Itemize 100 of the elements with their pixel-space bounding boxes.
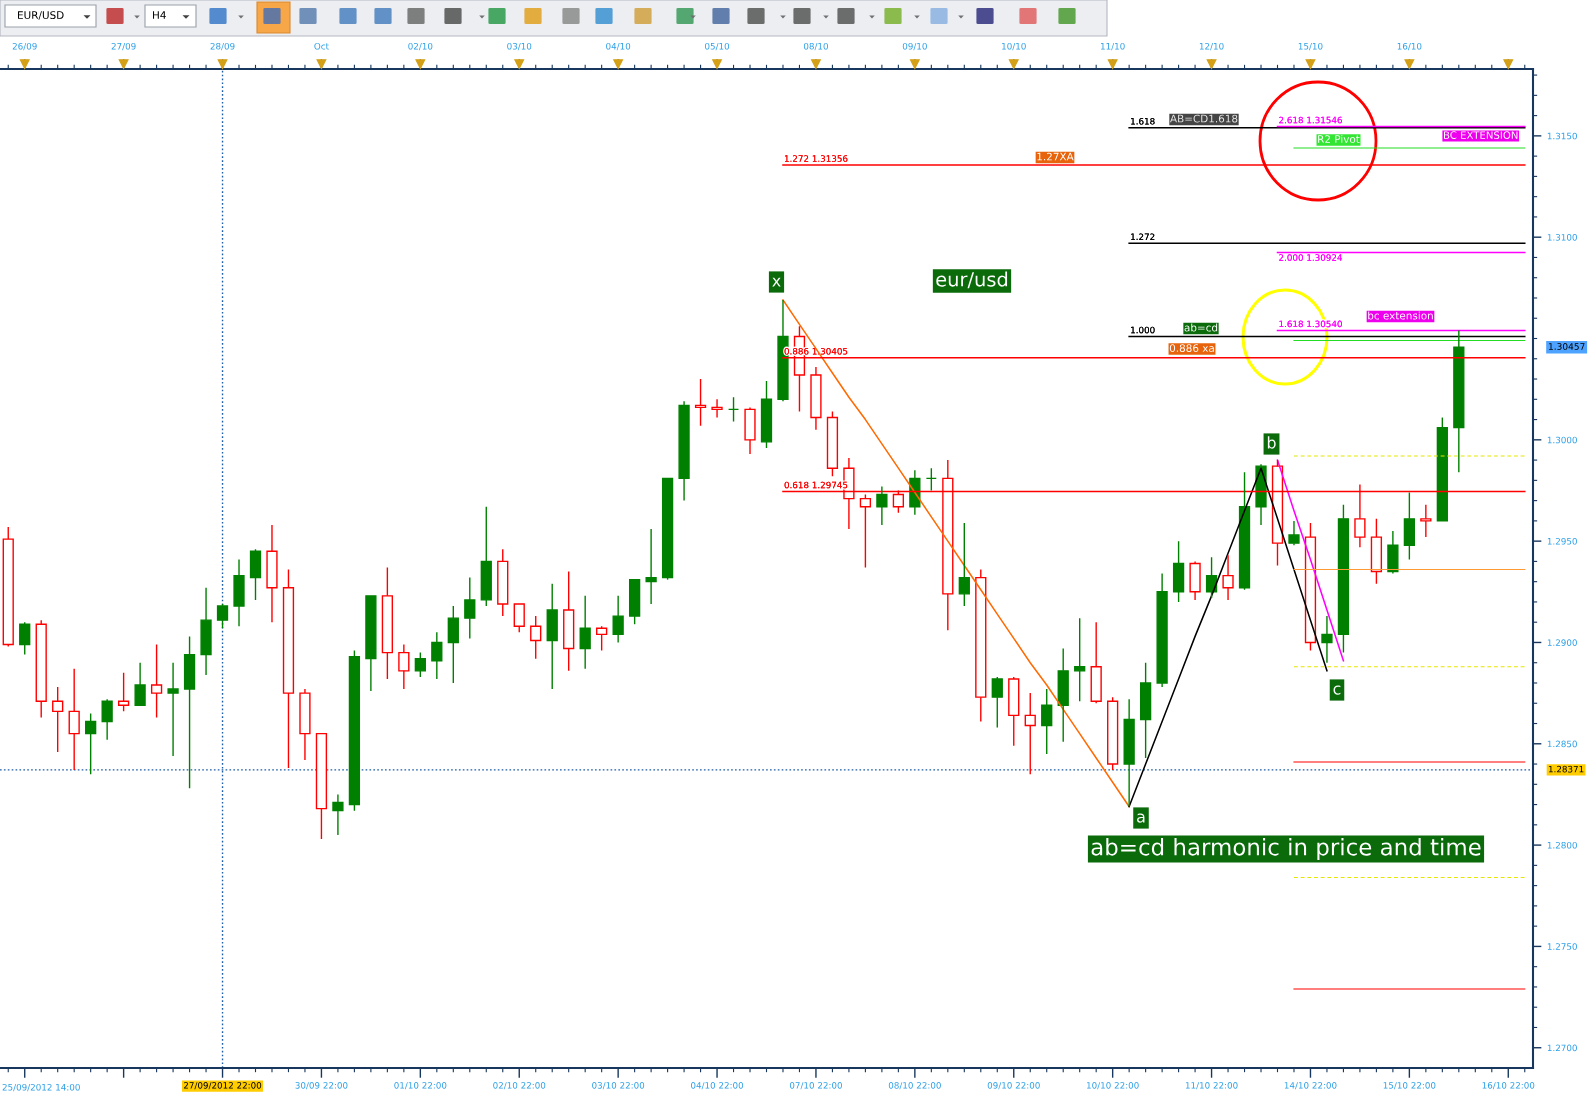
x-tick-label: 16/10 22:00 xyxy=(1482,1082,1535,1090)
candlestick xyxy=(117,672,130,713)
candlestick xyxy=(1074,617,1086,702)
y-tick-label: 1.2950 xyxy=(1547,537,1577,545)
series-label: 2.618 1.31546 xyxy=(1279,116,1342,124)
candlestick xyxy=(52,686,64,753)
x-tick-label: 14/10 22:00 xyxy=(1284,1082,1337,1090)
candlestick xyxy=(233,558,245,627)
candlestick xyxy=(563,570,575,672)
candlestick xyxy=(68,668,80,771)
y-tick-label: 1.2750 xyxy=(1547,943,1577,950)
y-tick-label: 1.2800 xyxy=(1547,841,1577,849)
candlestick xyxy=(1189,560,1201,601)
candlestick xyxy=(1057,647,1069,743)
annotation: 0.886 xa xyxy=(1169,344,1214,353)
candlestick xyxy=(497,548,509,617)
series-label: 1.272 xyxy=(1131,233,1155,240)
text: 28/09 xyxy=(210,42,235,51)
candlestick xyxy=(810,366,822,431)
text: 04/10 xyxy=(606,42,631,51)
annotation: b xyxy=(1267,436,1276,449)
candlestick xyxy=(579,595,591,670)
candlestick xyxy=(546,583,558,690)
candlestick xyxy=(266,524,278,623)
candlestick xyxy=(480,506,492,607)
y-tick-label: 1.3150 xyxy=(1547,132,1577,140)
annotation: ab=cd harmonic in price and time xyxy=(1091,837,1481,861)
candlestick xyxy=(150,643,163,719)
candlestick xyxy=(1008,676,1020,747)
candlestick xyxy=(1403,491,1416,561)
annotation: a xyxy=(1137,813,1145,823)
candlestick xyxy=(530,615,542,660)
candlestick xyxy=(958,522,970,607)
candlestick xyxy=(35,619,47,719)
text: 25/09/2012 14:00 xyxy=(2,1083,80,1092)
annotation: 1.27XA xyxy=(1037,152,1074,161)
x-tick-label: 30/09 22:00 xyxy=(295,1082,348,1090)
candlestick xyxy=(365,595,377,692)
text: 05/10 xyxy=(705,42,730,51)
candlestick xyxy=(200,587,212,676)
text: 09/10 xyxy=(902,42,927,51)
candlestick xyxy=(282,568,295,769)
candlestick xyxy=(1139,662,1152,759)
candlestick xyxy=(744,406,756,455)
annotation: c xyxy=(1333,685,1341,695)
annotation: R2 Pivot xyxy=(1318,134,1360,144)
line-series xyxy=(1128,467,1328,808)
candlestick xyxy=(167,662,179,757)
candlestick xyxy=(645,528,657,605)
candlestick xyxy=(398,643,410,690)
text: EUR/USD xyxy=(18,11,64,20)
candlestick xyxy=(1321,615,1333,664)
candlestick xyxy=(859,493,872,569)
candlestick xyxy=(678,400,690,502)
x-tick-label: 01/10 22:00 xyxy=(394,1082,447,1090)
x-tick-label: 15/10 22:00 xyxy=(1383,1082,1436,1090)
candlestick xyxy=(332,793,344,836)
candlestick xyxy=(1387,530,1399,575)
y-tick-label: 1.2900 xyxy=(1547,639,1577,646)
y-tick-label: 1.3100 xyxy=(1547,234,1577,241)
x-tick-label: 02/10 22:00 xyxy=(493,1082,546,1090)
text: 10/10 xyxy=(1002,42,1026,51)
candlestick xyxy=(925,467,937,492)
candlestick xyxy=(1156,572,1168,688)
candlestick xyxy=(101,698,113,741)
candlestick xyxy=(711,398,723,419)
candlestick xyxy=(612,595,624,644)
line-series xyxy=(1276,459,1345,662)
series-label: 1.272 1.31356 xyxy=(784,155,848,162)
annotation: bc extension xyxy=(1368,311,1433,320)
x-tick-label: 10/10 22:00 xyxy=(1087,1082,1139,1090)
candlestick xyxy=(464,576,476,640)
candlestick xyxy=(1222,554,1234,601)
candlestick xyxy=(727,396,740,423)
x-tick-label: 03/10 22:00 xyxy=(592,1082,645,1090)
x-tick-label: 27/09/2012 22:00 xyxy=(183,1082,262,1090)
candlestick xyxy=(1420,503,1432,538)
series-label: 1.000 xyxy=(1131,326,1155,334)
candlestick xyxy=(1238,471,1251,591)
text: 02/10 xyxy=(408,42,433,51)
candlestick xyxy=(183,635,196,790)
text: 27/09 xyxy=(111,42,136,51)
text: 26/09 xyxy=(12,42,37,51)
candlestick xyxy=(381,566,394,680)
line-series xyxy=(782,299,1130,808)
text: H4 xyxy=(153,11,166,19)
candlestick xyxy=(1024,692,1036,775)
candlestick xyxy=(85,712,97,775)
candlestick xyxy=(134,662,146,706)
candlestick xyxy=(1090,621,1102,704)
text: 16/10 xyxy=(1397,42,1422,51)
x-tick-label: 11/10 22:00 xyxy=(1185,1082,1238,1090)
annotation: eur/usd xyxy=(936,271,1008,289)
candlestick xyxy=(1123,698,1135,808)
text: 12/10 xyxy=(1199,42,1224,51)
candlestick xyxy=(975,568,987,723)
y-tick-label: 1.3000 xyxy=(1547,436,1577,444)
candlestick xyxy=(1288,520,1300,546)
annotation: ab=cd xyxy=(1184,323,1218,332)
x-tick-label: 09/10 22:00 xyxy=(987,1082,1040,1090)
